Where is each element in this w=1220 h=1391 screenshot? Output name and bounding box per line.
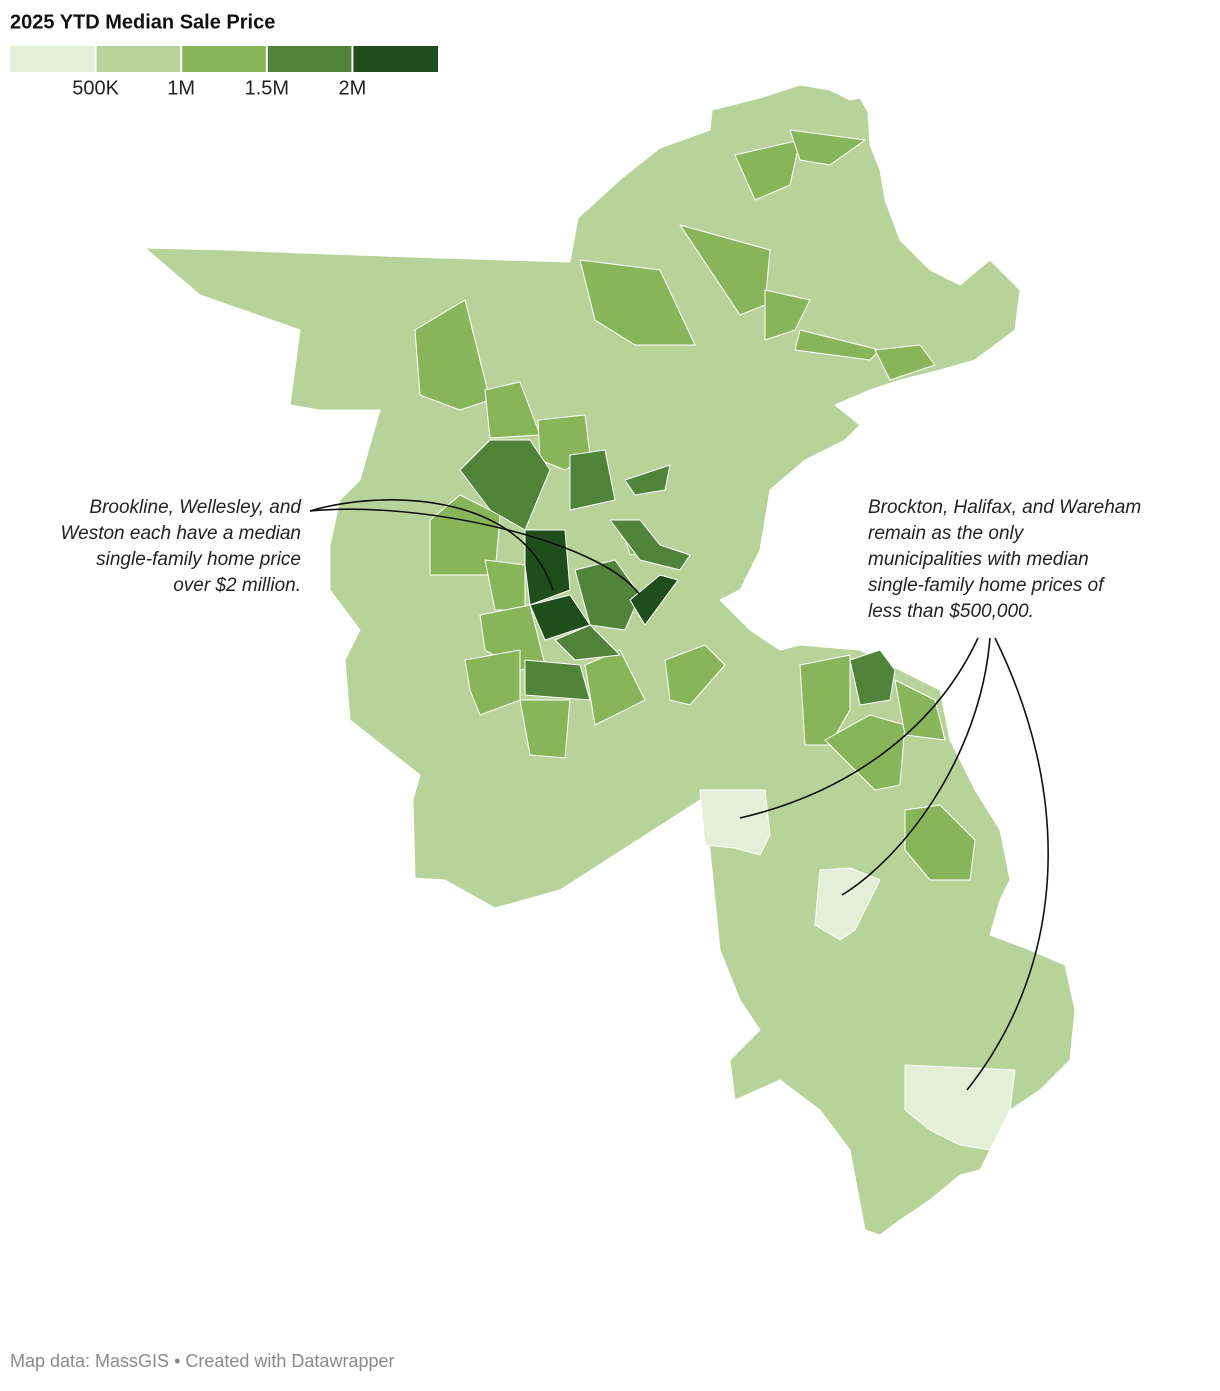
annotation-leaders (309, 499, 1049, 1091)
annotation-line: Weston each have a median (61, 523, 301, 544)
municipality (824, 714, 906, 791)
legend-tick-label: 1M (167, 77, 195, 99)
municipality (894, 679, 946, 741)
municipality (579, 259, 696, 346)
annotation-line: remain as the only (868, 523, 1025, 544)
legend-swatch (181, 46, 267, 72)
map (144, 84, 1076, 1236)
municipality (519, 699, 571, 759)
municipality (529, 594, 591, 641)
municipality (664, 644, 726, 706)
municipality (524, 659, 591, 701)
legend-tick-label: 500K (72, 77, 119, 99)
municipality (464, 649, 521, 716)
annotation-line: Brookline, Wellesley, and (89, 497, 302, 518)
municipality (524, 529, 571, 606)
leader-line (309, 499, 554, 591)
legend-swatch (10, 46, 96, 72)
annotation-line: single-family home prices of (868, 575, 1105, 596)
legend-swatch (95, 46, 182, 72)
title: 2025 YTD Median Sale Price (10, 11, 275, 33)
municipality (904, 804, 976, 881)
annotation-line: less than $500,000. (868, 601, 1034, 622)
leader-line (841, 637, 991, 896)
municipality (734, 139, 801, 201)
municipality (574, 559, 641, 631)
municipality (459, 439, 551, 531)
legend-tick-label: 1.5M (245, 77, 289, 99)
municipality (624, 464, 671, 496)
leader-line (966, 637, 1049, 1091)
municipality (849, 649, 896, 706)
annotation-line: municipalities with median (868, 549, 1089, 570)
municipality (794, 329, 881, 361)
leader-line (739, 637, 979, 819)
legend-swatch (266, 46, 353, 72)
annotation-line: Brockton, Halifax, and Wareham (868, 497, 1141, 518)
municipality (789, 129, 866, 166)
municipality (569, 449, 616, 511)
legend: 500K 1M 1.5M 2M (10, 46, 438, 99)
municipality (629, 574, 679, 626)
municipalities (414, 129, 1016, 1151)
legend-tick-label: 2M (339, 77, 367, 99)
municipality (699, 789, 771, 856)
municipality (764, 289, 811, 341)
municipality (904, 1064, 1016, 1151)
leader-line (309, 508, 641, 596)
legend-swatch (352, 46, 438, 72)
annotation-line: over $2 million. (173, 575, 301, 596)
municipality (874, 344, 936, 381)
footer: Map data: MassGIS • Created with Datawra… (10, 1351, 394, 1371)
annotations: Brookline, Wellesley, and Weston each hav… (61, 497, 1142, 622)
municipality (429, 494, 501, 576)
municipality (414, 299, 491, 411)
municipality (609, 519, 691, 571)
municipality (814, 867, 881, 941)
municipality (799, 654, 851, 746)
annotation-line: single-family home price (96, 549, 301, 570)
municipality (554, 624, 621, 661)
